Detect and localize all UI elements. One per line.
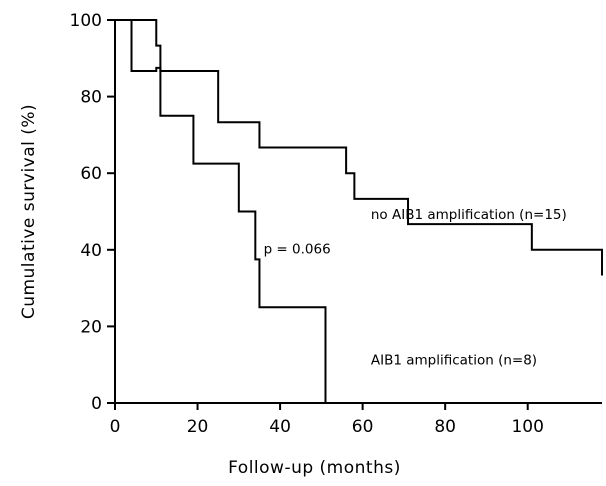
y-axis-title: Cumulative survival (%) [19,104,39,319]
y-tick-label: 80 [80,88,102,108]
annotation-3: AIB1 amplification (n=8) [371,353,537,369]
x-tick-label: 20 [187,417,209,437]
x-tick-label: 40 [269,417,291,437]
y-tick-label: 100 [70,11,102,31]
labels: Follow-up (months) Cumulative survival (%… [19,104,567,478]
series-line-2 [115,19,327,403]
y-tick-label: 60 [80,164,102,184]
series-line-1 [115,19,603,276]
x-axis-title: Follow-up (months) [228,458,401,478]
axes: 0 20 40 60 80 100 0 20 40 60 80 100 [70,11,602,437]
x-tick-label: 80 [434,417,456,437]
x-tick-label: 0 [110,417,121,437]
x-tick-label: 100 [511,417,543,437]
x-tick-label: 60 [352,417,374,437]
y-tick-label: 0 [91,394,102,414]
annotation-1: no AIB1 amplification (n=15) [371,207,567,223]
y-tick-label: 40 [80,241,102,261]
annotation-2: p = 0.066 [264,242,331,258]
series-group [115,19,603,403]
y-tick-label: 20 [80,317,102,337]
